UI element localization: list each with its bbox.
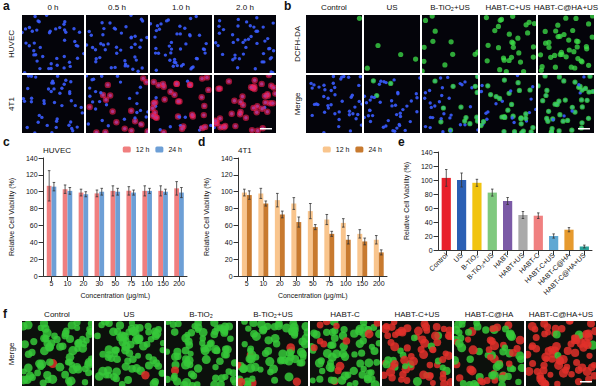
svg-text:20: 20 [425,233,433,240]
svg-text:30: 30 [292,280,300,287]
svg-text:20: 20 [225,256,233,263]
svg-text:5: 5 [50,280,54,287]
svg-text:0: 0 [34,273,38,280]
svg-text:140: 140 [421,149,433,156]
svg-text:150: 150 [157,280,169,287]
svg-text:24 h: 24 h [168,146,182,153]
svg-text:200: 200 [373,280,385,287]
html-text:Merge: Merge [7,342,16,365]
html-text:HABT-C+US HABT-C@HA+US: HABT-C+US HABT-C@HA+US [485,3,599,12]
html-text:e: e [398,135,405,149]
svg-text:Concentration (μg/mL): Concentration (μg/mL) [278,292,348,300]
svg-text:Relative Cell Viability (%): Relative Cell Viability (%) [8,178,16,256]
svg-text:10: 10 [259,280,267,287]
html-text:4T1: 4T1 [7,97,16,111]
html-text:1.0 h: 1.0 h [172,3,190,12]
svg-text:HABT+US: HABT+US [497,251,526,280]
svg-text:50: 50 [111,280,119,287]
html-text:0.5 h: 0.5 h [108,3,126,12]
html-text:HABT-C: HABT-C [330,310,360,319]
svg-text:Control: Control [428,251,449,272]
svg-text:60: 60 [425,205,433,212]
svg-text:140: 140 [26,155,38,162]
svg-text:60: 60 [30,222,38,229]
svg-text:Concentration (μg/mL): Concentration (μg/mL) [80,292,150,300]
html-text:HABT-C@HA: HABT-C@HA [464,310,514,319]
svg-text:120: 120 [421,163,433,170]
html-text:HABT-C+US: HABT-C+US [394,310,440,319]
svg-text:30: 30 [95,280,103,287]
html-text:0 h: 0 h [47,3,59,12]
svg-text:5: 5 [245,280,249,287]
html-text:Merge: Merge [293,92,302,116]
html-text:2.0 h: 2.0 h [236,3,254,12]
svg-text:80: 80 [225,205,233,212]
svg-text:HABT-C: HABT-C [517,251,541,275]
html-text:DCFH-DA: DCFH-DA [293,26,302,62]
svg-text:10: 10 [64,280,72,287]
html-text:a: a [3,0,10,13]
svg-text:75: 75 [127,280,135,287]
svg-text:60: 60 [225,222,233,229]
svg-text:100: 100 [221,188,233,195]
svg-text:150: 150 [356,280,368,287]
svg-text:12 h: 12 h [336,146,350,153]
html-text:B-TiO₂: B-TiO₂ [189,310,213,319]
svg-text:12 h: 12 h [136,146,150,153]
svg-text:4T1: 4T1 [238,146,252,155]
svg-text:80: 80 [30,205,38,212]
svg-text:20: 20 [80,280,88,287]
html-text:d: d [198,135,206,149]
svg-text:75: 75 [325,280,333,287]
svg-text:40: 40 [30,239,38,246]
svg-text:HABT: HABT [492,251,511,270]
svg-text:0: 0 [229,273,233,280]
svg-text:0: 0 [429,247,433,254]
html-text:B-TiO₂+US: B-TiO₂+US [430,3,470,12]
svg-text:HABT-C@HA+US: HABT-C@HA+US [542,251,587,296]
svg-text:120: 120 [221,171,233,178]
svg-text:40: 40 [425,219,433,226]
svg-text:20: 20 [276,280,284,287]
html-text:HUVEC: HUVEC [7,30,16,58]
html-text:US: US [123,310,135,319]
svg-text:80: 80 [425,191,433,198]
svg-text:Relative Cell Viability (%): Relative Cell Viability (%) [403,162,411,240]
html-text:b: b [284,0,292,13]
svg-text:24 h: 24 h [368,146,382,153]
html-text:Control: Control [44,310,70,319]
svg-text:100: 100 [340,280,352,287]
svg-text:Relative Cell Viability (%): Relative Cell Viability (%) [203,178,211,256]
html-text:f: f [3,307,7,321]
svg-text:20: 20 [30,256,38,263]
svg-text:100: 100 [26,188,38,195]
svg-text:120: 120 [26,171,38,178]
html-text:HABT-C@HA+US: HABT-C@HA+US [528,310,594,319]
svg-text:100: 100 [421,177,433,184]
svg-text:140: 140 [221,155,233,162]
svg-text:US: US [452,251,464,263]
svg-text:HABT-C+US: HABT-C+US [523,251,557,285]
html-text:US: US [386,3,398,12]
svg-text:100: 100 [141,280,153,287]
html-text:c: c [3,135,10,149]
svg-text:B-TiO₂+US: B-TiO₂+US [465,251,495,281]
svg-text:200: 200 [173,280,185,287]
html-text:Control: Control [321,3,347,12]
svg-text:50: 50 [309,280,317,287]
svg-text:HUVEC: HUVEC [43,146,71,155]
svg-text:40: 40 [225,239,233,246]
html-text:B-TiO₂+US: B-TiO₂+US [253,310,293,319]
